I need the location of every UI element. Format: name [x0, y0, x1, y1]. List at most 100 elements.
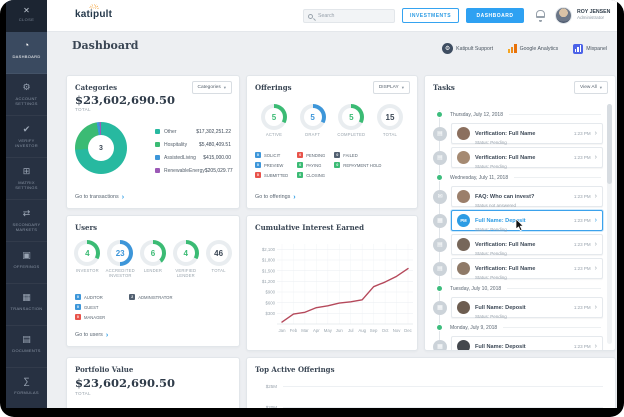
offerings-rings: 5 ACTIVE 5 DRAFT 5 COMPLETED 15 TOTAL	[257, 104, 407, 138]
chat-icon: ✉	[433, 190, 447, 204]
sidebar-item-documents[interactable]: ▤ DOCUMENTS	[6, 326, 47, 368]
id-card-icon: ▤	[433, 262, 447, 276]
gridline-row: $25M	[257, 384, 603, 389]
task-item-highlighted[interactable]: ▦ PM Full Name: Deposit Status: Pending 1…	[433, 210, 603, 232]
chevron-right-icon: ›	[594, 193, 597, 200]
task-item[interactable]: ▤ Verification: Full Name Status: Pending…	[433, 234, 603, 256]
task-item[interactable]: ▤ Verification: Full Name Status: Pending…	[433, 123, 603, 145]
ring-active: 5 ACTIVE	[257, 104, 291, 138]
investments-button[interactable]: INVESTMENTS	[402, 8, 459, 23]
sidebar-item-matrix-settings[interactable]: ⊞ MATRIX SETTINGS	[6, 158, 47, 200]
categories-legend: Other $17,302,251.22 Hospitality $5,480,…	[155, 125, 233, 177]
mixpanel-icon	[573, 43, 584, 54]
users-title: Users	[75, 223, 98, 232]
donut-center-value: 3	[88, 135, 114, 161]
go-to-offerings-link[interactable]: Go to offerings ›	[255, 193, 296, 201]
tasks-list: Thursday, July 12, 2018 ▤ Verification: …	[425, 100, 615, 350]
header-links: ⚙ Katipult Support Google Analytics Mixp…	[442, 43, 607, 54]
gridline-row: $20M	[257, 405, 603, 408]
task-date-header: Wednesday, July 11, 2018	[425, 172, 615, 183]
legend-row: Other $17,302,251.22	[155, 125, 231, 138]
google-analytics-link[interactable]: Google Analytics	[508, 44, 558, 53]
logo-sunburst-icon	[89, 4, 99, 9]
categories-total: $23,602,690.50	[75, 93, 176, 107]
main-content: Dashboard ⚙ Katipult Support Google Anal…	[47, 32, 617, 408]
sidebar-item-verify-investor[interactable]: ✔ VERIFY INVESTOR	[6, 116, 47, 158]
svg-text:Feb: Feb	[290, 328, 298, 333]
legend-row: Hospitality $5,480,409.51	[155, 138, 231, 151]
sidebar: ✕ CLOSE ◔ DASHBOARD ⚙ ACCOUNT SETTINGS ✔…	[6, 0, 47, 408]
categories-donut-chart: 3	[75, 122, 127, 174]
legend-row: AssistedLiving $415,000.00	[155, 151, 231, 164]
sidebar-item-dashboard[interactable]: ◔ DASHBOARD	[6, 32, 47, 74]
chevron-right-icon: ›	[105, 331, 109, 339]
sidebar-close-button[interactable]: ✕ CLOSE	[6, 0, 47, 32]
portfolio-total: $23,602,690.50	[75, 376, 176, 390]
portfolio-title: Portfolio Value	[75, 365, 134, 374]
mixpanel-link[interactable]: Mixpanel	[573, 43, 607, 54]
sidebar-item-transaction[interactable]: ▦ TRANSACTION	[6, 284, 47, 326]
svg-text:Oct: Oct	[382, 328, 389, 333]
ring-investor: 4 INVESTOR	[71, 240, 104, 279]
search-input[interactable]	[316, 12, 388, 20]
offerings-display-dropdown[interactable]: DISPLAY	[372, 81, 410, 94]
katipult-logo[interactable]: katipult	[75, 4, 112, 20]
svg-text:Jul: Jul	[348, 328, 354, 333]
svg-text:$1,800: $1,800	[262, 258, 276, 263]
sidebar-item-secondary-markets[interactable]: ⇄ SECONDARY MARKETS	[6, 200, 47, 242]
svg-text:$600: $600	[265, 300, 275, 305]
task-item[interactable]: ▤ Verification: Full Name Status: Pending…	[433, 147, 603, 169]
wrench-icon: ⚙	[442, 43, 454, 54]
dashboard-icon: ◔	[23, 40, 30, 50]
svg-text:Aug: Aug	[358, 328, 366, 333]
svg-text:$900: $900	[265, 290, 275, 295]
timeline-dot-icon	[437, 112, 442, 117]
avatar	[457, 190, 470, 203]
cumulative-interest-line-chart: Jan Feb Mar Apr May Jun Jul Aug Sep Oct Nov Dec $300…	[262, 244, 413, 333]
portfolio-value-card: Portfolio Value $23,602,690.50 TOTAL	[66, 357, 240, 408]
ring-verified-lender: 4 VERIFIED LENDER	[169, 240, 202, 279]
legend-swatch	[155, 168, 160, 173]
legend-swatch	[155, 142, 160, 147]
folder-icon: ▦	[433, 301, 447, 315]
categories-card: Categories Categories $23,602,690.50 TOT…	[66, 75, 240, 209]
user-avatar[interactable]	[555, 7, 572, 24]
user-name: ROY JENSEN	[577, 9, 611, 15]
avatar-initials: PM	[457, 214, 470, 227]
task-item[interactable]: ▤ Verification: Full Name Status: Pending…	[433, 258, 603, 280]
categories-title: Categories	[75, 83, 118, 92]
interest-chart-title: Cumulative Interest Earned	[255, 223, 365, 232]
go-to-users-link[interactable]: Go to users ›	[75, 331, 109, 339]
go-to-transactions-link[interactable]: Go to transactions ›	[75, 193, 125, 201]
task-date-header: Monday, July 9, 2018	[425, 322, 615, 333]
users-rings: 4 INVESTOR 23 ACCREDITED INVESTOR 6 LEND…	[71, 240, 235, 279]
user-menu[interactable]: ROY JENSEN Administrator	[577, 9, 610, 21]
notifications-bell-icon[interactable]	[536, 10, 545, 18]
katipult-support-link[interactable]: ⚙ Katipult Support	[442, 43, 493, 54]
avatar	[457, 340, 470, 350]
sidebar-item-formulas[interactable]: ∑ FORMULAS	[6, 368, 47, 408]
dashboard-button[interactable]: DASHBOARD	[466, 8, 524, 23]
legend-swatch	[155, 155, 160, 160]
folder-icon: ▦	[433, 340, 447, 350]
interest-chart-card: Cumulative Interest Earned Jan Feb Mar Apr M…	[246, 215, 418, 351]
gear-icon: ⚙	[22, 82, 31, 92]
timeline-dot-icon	[437, 286, 442, 291]
avatar	[457, 238, 470, 251]
categories-dropdown[interactable]: Categories	[191, 81, 232, 94]
tasks-scrollbar-thumb[interactable]	[607, 104, 612, 184]
chevron-right-icon: ›	[594, 265, 597, 272]
ring-total: 15 TOTAL	[373, 104, 407, 138]
page-title: Dashboard	[72, 39, 139, 52]
ring-accredited-investor: 23 ACCREDITED INVESTOR	[104, 240, 137, 279]
task-item[interactable]: ✉ FAQ: Who can invest? Status not answere…	[433, 186, 603, 208]
tasks-view-all-dropdown[interactable]: View All	[574, 81, 608, 94]
ring-completed: 5 COMPLETED	[334, 104, 368, 138]
sidebar-item-account-settings[interactable]: ⚙ ACCOUNT SETTINGS	[6, 74, 47, 116]
id-card-icon: ▤	[433, 238, 447, 252]
avatar	[457, 262, 470, 275]
sidebar-item-offerings[interactable]: ▣ OFFERINGS	[6, 242, 47, 284]
